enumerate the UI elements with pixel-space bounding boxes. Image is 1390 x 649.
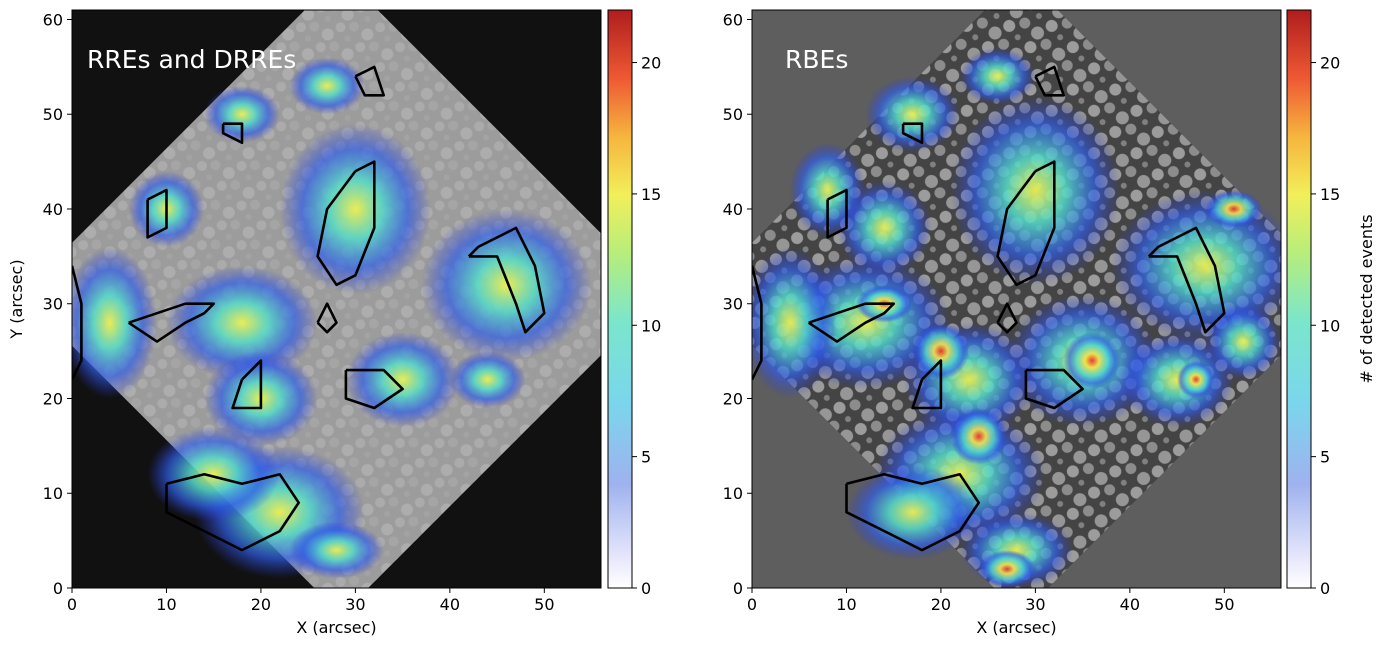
- panel-title: RREs and DRREs: [87, 45, 296, 74]
- event-density-patch-9: [1120, 332, 1234, 427]
- x-tick-label: 30: [1025, 595, 1045, 614]
- x-axis-label: X (arcsec): [976, 618, 1056, 637]
- event-density-patch-11: [147, 426, 280, 522]
- colorbar-label: # of detected events: [1357, 214, 1376, 383]
- y-tick-label: 50: [43, 105, 63, 124]
- colorbar-tick-label: 20: [641, 54, 661, 73]
- event-density-patch-13: [289, 521, 384, 579]
- magnetic-contour-2: [467, 226, 546, 334]
- event-hotspot-3: [1063, 332, 1121, 390]
- y-tick-label: 20: [43, 389, 63, 408]
- y-tick-label: 20: [723, 389, 743, 408]
- x-tick-label: 20: [931, 595, 951, 614]
- x-tick-label: 40: [1120, 595, 1140, 614]
- x-axis-label: X (arcsec): [296, 618, 376, 637]
- y-tick-label: 0: [733, 579, 743, 598]
- magnetic-contour-11: [354, 65, 386, 97]
- y-tick-label: 30: [43, 295, 63, 314]
- event-density-patch-3: [166, 265, 318, 380]
- magnetic-contour-3: [807, 302, 896, 343]
- magnetic-contour-5: [221, 122, 244, 144]
- x-tick-label: 40: [440, 595, 460, 614]
- magnetic-contour-7: [231, 359, 263, 410]
- event-density-patch-6: [959, 47, 1036, 105]
- x-tick-label: 50: [1214, 595, 1234, 614]
- magnetic-contour-4: [146, 188, 168, 239]
- y-tick-label: 40: [723, 200, 743, 219]
- magnetic-contour-10: [316, 302, 338, 334]
- x-tick-label: 20: [251, 595, 271, 614]
- magnetic-contour-1: [316, 160, 376, 287]
- x-tick-label: 10: [156, 595, 176, 614]
- colorbar-tick-label: 0: [1320, 579, 1330, 598]
- magnetic-contour-11: [1034, 65, 1065, 97]
- y-tick-label: 30: [723, 295, 743, 314]
- event-hotspot-7: [912, 322, 970, 380]
- magnetic-contour-4: [826, 188, 848, 239]
- event-density-patch-15: [1205, 303, 1281, 380]
- plot-content: [72, 10, 601, 588]
- event-hotspot-6: [978, 550, 1036, 588]
- y-tick-label: 10: [43, 484, 63, 503]
- colorbar: [1286, 9, 1312, 589]
- colorbar-tick-label: 10: [1320, 316, 1340, 335]
- event-density-patch-7: [345, 332, 460, 427]
- magnetic-contour-1: [996, 160, 1056, 287]
- colorbar-tick-label: 5: [641, 448, 651, 467]
- colorbar-tick-label: 5: [1320, 448, 1330, 467]
- magnetic-contour-9: [72, 265, 83, 381]
- y-tick-label: 60: [43, 10, 63, 29]
- event-hotspot-2: [950, 407, 1008, 465]
- event-density-patch-2: [421, 208, 592, 361]
- y-tick-label: 0: [53, 579, 63, 598]
- magnetic-contour-7: [911, 359, 943, 410]
- y-tick-label: 60: [723, 10, 743, 29]
- magnetic-contour-10: [996, 302, 1018, 334]
- event-hotspot-4: [1177, 360, 1215, 399]
- event-density-patch-12: [752, 246, 838, 399]
- y-tick-label: 10: [723, 484, 743, 503]
- event-density-patch-6: [289, 57, 365, 115]
- magnetic-contour-8: [165, 472, 301, 552]
- magnetic-contour-3: [127, 302, 215, 343]
- event-density-patch-11: [846, 464, 979, 560]
- colorbar-tick-label: 0: [641, 579, 651, 598]
- magnetic-contour-2: [1147, 226, 1226, 334]
- event-density-patch-12: [72, 246, 158, 399]
- event-density-patch-8: [449, 351, 526, 408]
- x-tick-label: 50: [534, 595, 554, 614]
- plot-frame: [751, 9, 1282, 589]
- colorbar-tick-label: 20: [1320, 54, 1340, 73]
- colorbar-tick-label: 15: [1320, 185, 1340, 204]
- x-tick-label: 30: [345, 595, 365, 614]
- x-tick-label: 0: [67, 595, 77, 614]
- event-hotspot-5: [1205, 190, 1263, 228]
- magnetic-contour-9: [752, 265, 763, 381]
- y-tick-label: 50: [723, 105, 743, 124]
- colorbar: [607, 9, 633, 589]
- x-tick-label: 0: [747, 595, 757, 614]
- event-density-patch-1: [279, 123, 431, 295]
- panel-2: RBEs 0 10 20 30 40 50 0 10 20 30 40 50 60 X (arcsec) 0 5…: [723, 9, 1376, 637]
- magnetic-contour-6: [1024, 368, 1084, 410]
- event-density-patch-1: [950, 95, 1121, 285]
- y-axis-label: Y (arcsec): [7, 259, 26, 339]
- event-density-patch-5: [865, 76, 960, 153]
- magnetic-contour-6: [344, 368, 404, 410]
- x-tick-label: 10: [836, 595, 856, 614]
- panel-title: RBEs: [785, 45, 848, 74]
- event-density-patch-2: [1110, 190, 1281, 342]
- y-tick-label: 40: [43, 200, 63, 219]
- colorbar-tick-label: 10: [641, 316, 661, 335]
- plot-frame: [71, 9, 602, 589]
- magnetic-contour-8: [845, 472, 981, 552]
- colorbar-tick-label: 15: [641, 185, 661, 204]
- magnetic-contour-5: [901, 122, 924, 144]
